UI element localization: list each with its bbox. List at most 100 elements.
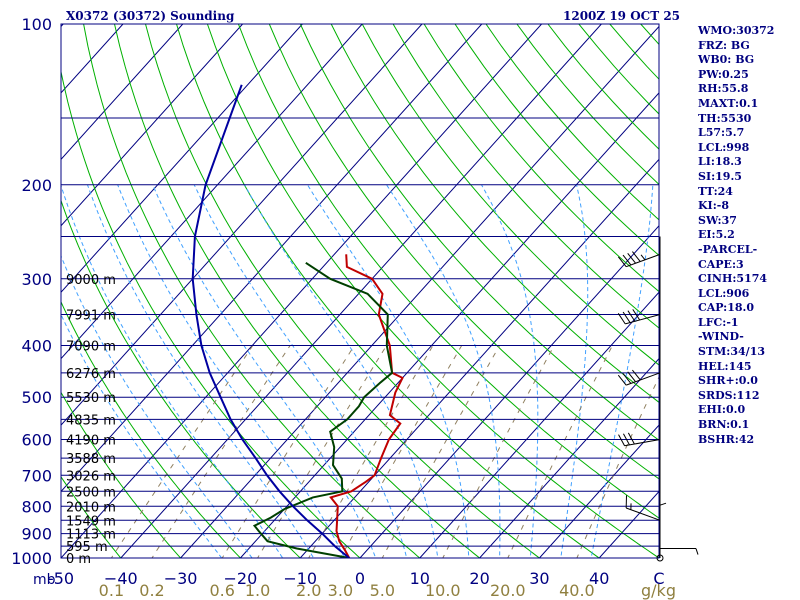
moist-adiabat [117, 184, 346, 558]
wind-barb-half-flag [695, 548, 699, 555]
temperature-tick-label: −40 [104, 569, 138, 588]
mixing-ratio-tick-label: 1.0 [245, 581, 270, 600]
pressure-tick-label: 300 [21, 270, 52, 289]
wind-barb-flag [627, 253, 636, 264]
dry-adiabat [796, 24, 800, 569]
height-label: 4190 m [66, 434, 116, 449]
isotherm [61, 24, 243, 227]
isotherm [359, 225, 659, 558]
temperature-tick-label: 20 [469, 569, 489, 588]
parcel-curve [191, 84, 350, 558]
sounding-time: 1200Z 19 OCT 25 [563, 9, 681, 23]
stability-index: -WIND- [698, 330, 744, 344]
moist-adiabat [590, 184, 654, 558]
moist-adiabat [61, 313, 223, 558]
mixing-unit-label: g/kg [641, 581, 676, 600]
stability-index: BRN:0.1 [698, 418, 750, 432]
height-label: 2010 m [66, 500, 116, 515]
height-label: 3588 m [66, 452, 116, 467]
wind-barb-flag [627, 371, 636, 383]
wind-barb [617, 369, 661, 386]
temperature-tick-label: 10 [410, 569, 430, 588]
height-label: 5530 m [66, 391, 116, 406]
calm-wind-circle [656, 554, 664, 562]
height-label: 7991 m [66, 309, 116, 324]
isotherm [61, 24, 363, 360]
height-label: 1113 m [66, 528, 116, 543]
isotherm [61, 24, 423, 426]
stability-index: EHI:0.0 [698, 403, 746, 417]
plot-frame [60, 23, 660, 559]
stability-index: SHR+:0.0 [698, 374, 758, 388]
pressure-tick-label: 800 [21, 497, 52, 516]
mixing-ratio-tick-label: 0.2 [139, 581, 164, 600]
wind-barb [617, 309, 661, 325]
isotherm [479, 357, 659, 558]
pressure-tick-label: 900 [21, 525, 52, 544]
temperature-tick-label: −20 [224, 569, 258, 588]
stability-index: KI:-8 [698, 199, 729, 213]
wind-barb-flag [617, 256, 627, 267]
station-title: X0372 (30372) Sounding [66, 9, 235, 23]
wind-barb-flag [627, 432, 635, 445]
dry-adiabat-lines [61, 24, 800, 569]
stability-index: CAPE:3 [698, 257, 744, 271]
wind-barb-staff [626, 507, 661, 521]
profile-series [191, 84, 404, 558]
temperature-tick-label: C [653, 569, 664, 588]
stability-index: TT:24 [698, 184, 733, 198]
dry-adiabat [299, 24, 659, 441]
dry-adiabat [83, 24, 421, 558]
stability-index: MAXT:0.1 [698, 96, 759, 110]
dry-adiabat [145, 24, 541, 558]
mixing-ratio-tick-label: 5.0 [370, 581, 395, 600]
dry-adiabat [61, 475, 122, 558]
isotherm [61, 24, 542, 558]
stability-index: SRDS:112 [698, 388, 760, 402]
mixing-ratio-tick-label: 0.1 [99, 581, 124, 600]
height-label: 1549 m [66, 514, 116, 529]
wind-barb-flag [623, 433, 630, 446]
isobar-lines [61, 24, 659, 558]
height-label: 7090 m [66, 340, 116, 355]
isotherm [539, 424, 659, 558]
wind-barb [659, 502, 667, 542]
mixing-ratio-tick-label: 40.0 [559, 581, 595, 600]
isotherm [61, 24, 184, 161]
dry-adiabat [268, 24, 659, 480]
dewpoint-profile [252, 261, 394, 558]
stability-index: STM:34/13 [698, 345, 765, 359]
stability-index: WB0: BG [698, 53, 755, 67]
dry-adiabat [114, 24, 481, 558]
isotherm [0, 24, 3, 558]
stability-index: LFC:-1 [698, 315, 739, 329]
mixing-ratio-line [221, 345, 355, 558]
stability-index: L57:5.7 [698, 126, 745, 140]
moist-adiabat [560, 184, 589, 558]
wind-barb-staff [626, 253, 661, 268]
stability-index: PW:0.25 [698, 67, 749, 81]
dry-adiabat [61, 300, 242, 558]
temperature-tick-label: 0 [355, 569, 365, 588]
temperature-tick-label: −30 [164, 569, 198, 588]
mixing-ratio-line [381, 345, 501, 558]
dry-adiabat [237, 24, 659, 519]
mixing-ratio-line [151, 345, 291, 558]
moist-adiabat [244, 184, 439, 558]
moist-adiabat [481, 184, 539, 558]
pressure-tick-label: 500 [21, 388, 52, 407]
wind-barb-flag [618, 434, 625, 447]
stability-index: WMO:30372 [698, 24, 775, 37]
temperature-tick-labels: -50 −40 −30 −20 −10 0 10 20 30 40 C [48, 569, 665, 588]
stability-index: CINH:5174 [698, 272, 768, 286]
mixing-ratio-tick-label: 10.0 [425, 581, 461, 600]
wind-barb-flag [622, 311, 631, 323]
stability-index: TH:5530 [698, 111, 752, 125]
mixing-ratio-tick-label: 0.6 [209, 581, 234, 600]
stability-index: HEL:145 [698, 359, 752, 373]
height-label: 0 m [66, 552, 91, 567]
pressure-tick-label: 1000 [11, 549, 52, 568]
mixing-ratio-tick-label: 2.0 [296, 581, 321, 600]
stability-index: BSHR:42 [698, 432, 755, 446]
wind-barb-flag [617, 374, 627, 386]
